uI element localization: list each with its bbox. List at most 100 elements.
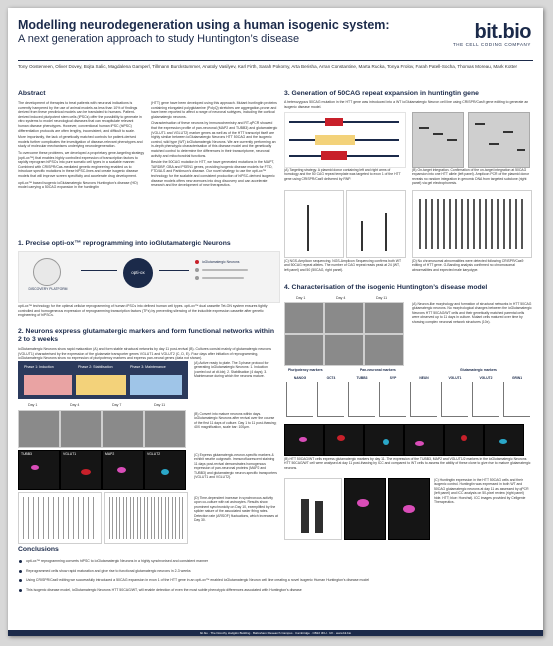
conclusions-section: Conclusions opti-ox™ reprogramming conve… [18, 546, 533, 626]
section-4: 4. Characterisation of the isogenic Hunt… [284, 284, 534, 292]
gene-line [289, 121, 399, 123]
day-label: Day 1 [28, 403, 38, 407]
marker-chart: NANOG [286, 376, 313, 417]
stain-image [444, 424, 484, 456]
author-list: Tony Oosterveen, Oliver Dovey, Bojta Sal… [18, 64, 518, 69]
section-4-caption-c: (C) Huntingtin expression in the HTT 50C… [434, 478, 529, 505]
gel-band [517, 149, 525, 151]
discovery-platform-icon [33, 258, 61, 286]
histogram-peak [307, 205, 309, 251]
cell-dot-icon [195, 268, 199, 272]
section-3-heading: 3. Generation of 50CAG repeat expansion … [284, 90, 479, 97]
diagram-right-label: ioGlutamatergic Neurons [202, 260, 240, 264]
cell-dot-icon [195, 276, 199, 280]
neuron-type-list: ioGlutamatergic Neurons [195, 260, 271, 286]
morphology-image-day-4 [324, 302, 364, 334]
raster-spikes [109, 497, 183, 539]
morphology-image-day-4 [324, 334, 364, 366]
targeting-strategy-diagram [284, 112, 406, 168]
marker-bar-charts: NANOG OCT4 TUBB3 SYP NEUN VGLUT1 VGLUT2 GRIN1 [284, 376, 532, 420]
section-1-text: opti-ox™ technology for the optimal cell… [18, 304, 278, 318]
edited-exon-block [321, 151, 347, 160]
fluorescence-signal [461, 435, 467, 441]
poster: Modelling neurodegeneration using a huma… [8, 8, 543, 636]
brightfield-image-day-4 [60, 410, 102, 448]
stain-label: VGLUT1 [63, 452, 77, 456]
placeholder-line [202, 268, 248, 273]
morphology-image-day-1 [284, 334, 324, 366]
marker-chart-title: NANOG [293, 376, 307, 380]
conclusion-item: This isogenic disease model, ioGlutamate… [18, 588, 533, 593]
marker-chart: GRIN1 [503, 376, 530, 417]
chart-group-title: Pan-neuronal markers [360, 368, 396, 372]
abstract-paragraph: (HTT) gene have been developed using thi… [151, 101, 277, 119]
conclusion-item: Using CRISPR/Cas9 editing we successfull… [18, 578, 533, 583]
karyotype-image [412, 190, 532, 258]
fluorescence-signal [117, 467, 126, 473]
abstract-paragraph: opti-ox™ based isogenic ioGlutamatergic … [18, 180, 138, 190]
raster-spikes [23, 497, 97, 539]
qpcr-bar-wt [301, 499, 309, 533]
marker-chart: OCT4 [317, 376, 344, 417]
phase-3-label: Phase 3: Maintenance [130, 365, 166, 369]
section-2: 2. Neurons express glutamatergic markers… [18, 328, 278, 361]
section-3-caption-c: (C) NGS-Amplicon sequencing. NGS-Amplico… [284, 259, 401, 272]
abstract-paragraph: The development of therapies to treat pa… [18, 101, 142, 133]
ngs-histogram-wt [284, 190, 344, 258]
marker-chart-title: SYP [389, 376, 397, 380]
histogram-peak [385, 213, 387, 251]
stain-image-map2: MAP2 [102, 450, 144, 490]
htt-icc-image-50cag [388, 478, 430, 540]
abstract-paragraph: Beside the 50CAG mutation in HTT, we hav… [151, 160, 275, 188]
morphology-image-day-1 [284, 302, 324, 334]
morphology-image-day-11 [364, 334, 404, 366]
section-2-caption-b: (B) Convert into mature neurons within d… [194, 412, 277, 430]
fluorescence-signal [31, 465, 39, 470]
morphology-image-day-11 [364, 302, 404, 334]
gel-band [419, 127, 429, 129]
opti-ox-hub-icon: opti-ox [123, 258, 153, 288]
fluorescence-signal [81, 469, 91, 475]
gel-band [475, 123, 485, 125]
stain-image-tubb3: TUBB3 [18, 450, 60, 490]
section-4-caption-a: (A) Neuron-like morphology and formation… [412, 302, 532, 324]
day-label: Day 4 [336, 296, 346, 300]
phase-1-bar [24, 375, 72, 395]
section-2-heading: 2. Neurons express glutamatergic markers… [18, 328, 275, 343]
marker-chart-title: GRIN1 [511, 376, 523, 380]
gel-image-right [468, 112, 530, 168]
day-label: Day 4 [70, 403, 80, 407]
placeholder-line [202, 276, 244, 281]
brightfield-image-day-7 [102, 410, 144, 448]
section-3-caption-d: (D) No chromosomal abnormalities were de… [412, 259, 524, 272]
gel-image-left [412, 112, 464, 168]
poster-subtitle: A next generation approach to study Hunt… [18, 33, 300, 45]
section-1-paragraph: opti-ox™ technology for the optimal cell… [18, 304, 268, 318]
abstract-paragraph: More importantly, the lack of geneticall… [18, 135, 143, 149]
fluorescence-signal [337, 435, 345, 441]
fluorescence-signal [415, 441, 424, 446]
neuron-dot-icon [195, 260, 199, 264]
arrow-line [81, 270, 117, 271]
fluorescence-signal [383, 439, 389, 445]
section-2-paragraph: ioGlutamatergic Neurons show rapid matur… [18, 347, 272, 361]
stain-label: MAP2 [105, 452, 115, 456]
htt-icc-image-wt [344, 478, 386, 540]
day-label: Day 7 [112, 403, 122, 407]
qpcr-bar-50cag [315, 501, 323, 533]
day-label: Day 11 [376, 296, 388, 300]
section-1-heading: 1. Precise opti-ox™ reprogramming into i… [18, 240, 231, 247]
brand-logo: bit.bio THE CELL CODING COMPANY [452, 22, 532, 47]
raster-plot-left [18, 492, 102, 544]
chart-group-title: Pluripotency markers [288, 368, 323, 372]
marker-chart-title: OCT4 [326, 376, 336, 380]
section-2-caption-d: (D) Time-dependent increase in synchrono… [194, 496, 278, 523]
opti-ox-diagram: DISCOVERY PLATFORM opti-ox ioGlutamaterg… [18, 251, 280, 303]
day-labels-row: Day 1 Day 4 Day 7 Day 11 [18, 403, 188, 409]
abstract-heading: Abstract [18, 90, 46, 97]
marker-chart: NEUN [410, 376, 437, 417]
poster-title: Modelling neurodegeneration using a huma… [18, 18, 390, 32]
gel-band [433, 133, 443, 135]
section-4-caption-b: (B) HTT 50CAG/WT cells express glutamate… [284, 457, 531, 470]
logo-tagline: THE CELL CODING COMPANY [452, 42, 531, 47]
